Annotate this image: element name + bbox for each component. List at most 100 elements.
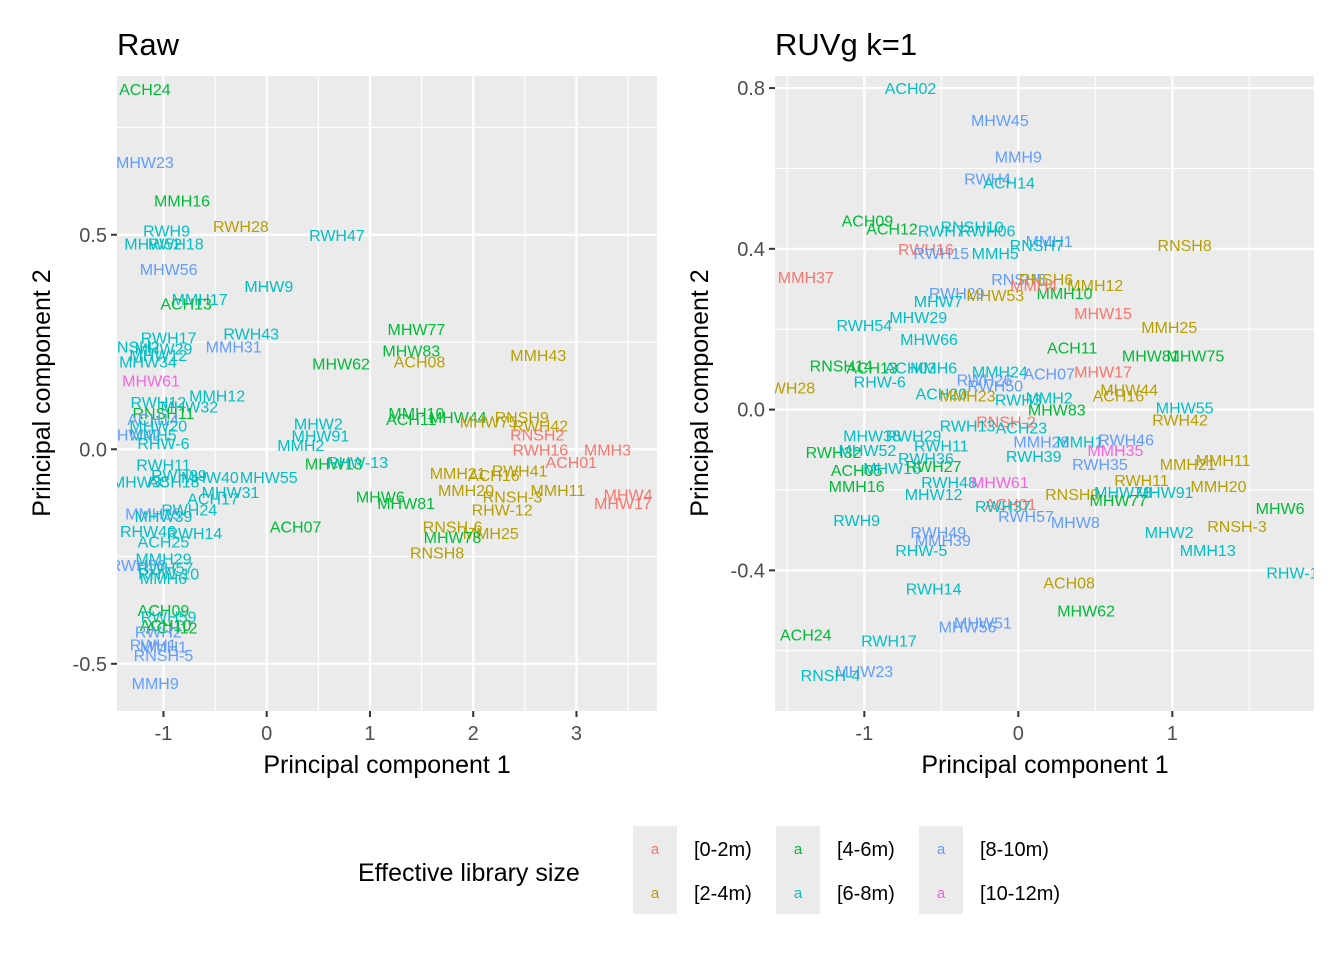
point-label: MHW77: [1090, 493, 1148, 510]
point-label: MMH2: [1026, 391, 1073, 408]
point-label: RWH12: [130, 395, 186, 412]
legend-key-glyph: a: [937, 885, 946, 902]
point-label: RWH35: [1072, 457, 1128, 474]
point-label: MMH11: [530, 483, 585, 500]
point-label: MHW81: [377, 496, 435, 513]
point-label: RWH2: [135, 625, 182, 642]
point-label: MHW34: [119, 354, 177, 371]
point-label: MMH10: [1037, 286, 1093, 303]
point-label: MHW53: [966, 288, 1024, 305]
point-label: ACH07: [270, 520, 322, 537]
legend-label: [10-12m): [980, 883, 1060, 905]
point-label: MMH25: [125, 507, 181, 524]
point-label: RWH9: [833, 513, 880, 530]
point-label: MHW62: [312, 356, 370, 373]
point-label: ACH25: [138, 535, 190, 552]
legend: Effective library size a [0-2m) a [2-4m) a [4…: [358, 826, 1060, 914]
point-label: MMH20: [438, 483, 494, 500]
y-tick-label: 0.0: [737, 400, 765, 422]
point-label: MMH1: [1056, 435, 1103, 452]
point-label: RNSH-2: [976, 415, 1036, 432]
point-label: MMH28: [1013, 435, 1069, 452]
y-tick-label: 0.8: [737, 78, 765, 100]
point-label: MMH23: [939, 389, 995, 406]
point-label: MHW12: [905, 487, 963, 504]
point-label: ACH05: [831, 463, 883, 480]
point-label: RWH17: [861, 634, 917, 651]
point-label: RNSH8: [1158, 238, 1212, 255]
legend-label: [2-4m): [694, 883, 752, 905]
x-axis-title-raw: Principal component 1: [263, 751, 510, 779]
legend-key: [776, 826, 820, 870]
point-label: MMH3: [584, 442, 631, 459]
point-label: MHW32: [160, 399, 218, 416]
point-label: MMH37: [778, 270, 834, 287]
point-label: MMH21: [1160, 457, 1216, 474]
point-label: MMH43: [510, 348, 566, 365]
x-tick-label: 0: [261, 723, 272, 745]
point-label: MHW31: [202, 485, 260, 502]
point-label: RWH14: [167, 526, 223, 543]
point-label: RNSH-5: [134, 648, 194, 665]
point-label: MMH12: [189, 389, 245, 406]
point-label: RNSH8: [410, 545, 464, 562]
point-label: MMH4: [1010, 278, 1057, 295]
x-tick-label: 2: [468, 723, 479, 745]
legend-label: [8-10m): [980, 839, 1049, 861]
point-label: ACH14: [983, 176, 1035, 193]
point-label: MHW40: [181, 470, 239, 487]
point-label: RWH17: [141, 331, 197, 348]
point-label: RWH11: [136, 457, 191, 474]
point-label: MHW75: [1167, 348, 1225, 365]
x-tick-label: 1: [364, 723, 375, 745]
point-label: MMH29: [135, 552, 191, 569]
point-label: MHW2: [294, 417, 343, 434]
point-label: MHW12: [129, 348, 187, 365]
point-label: MHW4: [604, 487, 653, 504]
point-label: RWH36: [898, 451, 954, 468]
legend-label: [6-8m): [837, 883, 895, 905]
x-tick-label: -1: [155, 723, 173, 745]
point-label: RNSH2: [105, 339, 159, 356]
point-label: MHW51: [954, 616, 1012, 633]
point-label: MHW16: [863, 461, 921, 478]
point-label: RWH11: [1114, 473, 1169, 490]
point-label: ACH20: [916, 387, 968, 404]
point-label: MHW13: [305, 456, 363, 473]
point-label: MHW55: [240, 470, 298, 487]
point-label: MHW75: [460, 414, 518, 431]
point-label: RWH1: [130, 637, 177, 654]
point-label: MHW77: [388, 322, 446, 339]
y-axis-ruvg: -0.4 0.0 0.4 0.8: [731, 78, 775, 582]
legend-entry: a [0-2m): [633, 826, 752, 870]
y-tick-label: -0.4: [731, 560, 765, 582]
point-label: RWH39: [1006, 449, 1062, 466]
legend-label: [4-6m): [837, 839, 895, 861]
point-label: MMH25: [463, 526, 519, 543]
point-label: RNSH11: [132, 406, 194, 423]
point-label: ACH12: [146, 620, 198, 637]
point-label: MMH5: [130, 427, 177, 444]
point-label: MHW2: [1145, 525, 1194, 542]
point-label: MHW83: [382, 344, 440, 361]
point-label: RWH28: [759, 380, 815, 397]
point-label: RWH59: [141, 610, 197, 627]
x-tick-label: 1: [1167, 723, 1178, 745]
legend-entries: a [0-2m) a [2-4m) a [4-6m) a [6-8m) a [8-10m) a [10…: [633, 826, 1060, 914]
point-label: ACH02: [885, 81, 937, 98]
point-label: ACH09: [138, 603, 190, 620]
point-label: ACH13: [846, 360, 898, 377]
point-label: RWH28: [213, 219, 269, 236]
panel-title-ruvg: RUVg k=1: [775, 27, 917, 62]
point-label: ACH13: [160, 296, 212, 313]
y-axis-title-ruvg: Principal component 2: [686, 269, 714, 516]
x-axis-raw: -1 0 1 2 3: [155, 711, 582, 745]
point-label: ACH11: [386, 412, 436, 429]
point-label: MMH2: [277, 438, 324, 455]
legend-entry: a [6-8m): [776, 870, 895, 914]
panel-ruvg: RUVg k=1 -0.4 0.0 0.4 0.8 -1 0 1 ACH02 MHW45 MM…: [686, 27, 1314, 779]
point-label: MHW52: [839, 443, 897, 460]
point-label: ACH23: [996, 421, 1048, 438]
